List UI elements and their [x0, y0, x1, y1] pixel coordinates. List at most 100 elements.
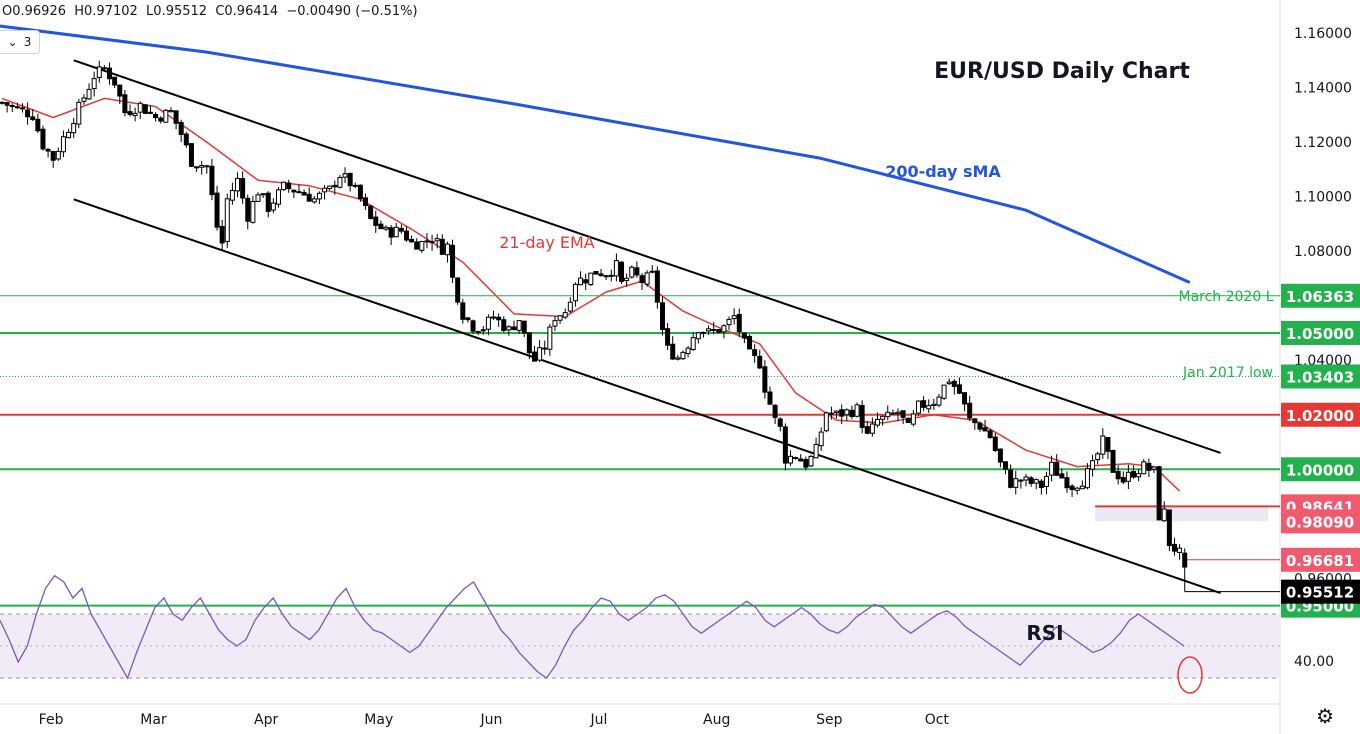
price-badge-1.03403: 1.03403 [1286, 368, 1354, 386]
candle-body [327, 185, 333, 190]
candle-body [1115, 471, 1121, 480]
candle-body [475, 331, 481, 334]
candle-body [915, 400, 921, 414]
candle-body [803, 459, 809, 468]
candle-body [470, 320, 476, 332]
candle-body [828, 412, 834, 415]
candle-body [393, 226, 399, 238]
candle-body [1131, 471, 1137, 478]
candle-body [619, 261, 625, 282]
candle-body [265, 192, 271, 212]
candle-body [322, 187, 328, 193]
time-tick-label: Sep [816, 712, 843, 728]
candle-body [224, 198, 230, 242]
candle-body [885, 411, 891, 418]
candle-body [188, 143, 194, 167]
sma200-line [0, 24, 1191, 284]
candle-body [685, 347, 691, 354]
candle-body [1054, 461, 1060, 476]
candle-body [741, 332, 747, 339]
candle-body [112, 76, 118, 86]
candle-body [1023, 476, 1029, 481]
price-badge-1.00000: 1.00000 [1286, 461, 1354, 479]
candle-body [311, 198, 317, 203]
candle-body [101, 67, 107, 70]
candle-body [905, 417, 911, 424]
candle-body [716, 329, 722, 333]
candle-body [967, 402, 973, 419]
price-tick-label: 1.10000 [1294, 190, 1352, 206]
candle-body [762, 366, 768, 393]
candle-body [117, 84, 123, 97]
candle-body [521, 320, 527, 334]
candle-body [460, 302, 466, 320]
candle-body [1151, 466, 1157, 470]
candle-body [96, 66, 102, 78]
candle-body [35, 118, 41, 132]
plot-area[interactable] [0, 0, 1280, 605]
candle-body [593, 270, 599, 275]
gear-icon[interactable]: ⚙ [1316, 704, 1334, 728]
candle-body [301, 192, 307, 196]
candle-body [398, 227, 404, 232]
price-badge-1.02000: 1.02000 [1286, 407, 1354, 425]
candle-body [1120, 477, 1126, 483]
candle-body [1043, 475, 1049, 487]
candle-body [578, 277, 584, 286]
time-tick-label: Aug [703, 712, 730, 728]
candle-body [352, 184, 358, 187]
candle-body [726, 318, 732, 326]
candle-body [245, 197, 251, 222]
candle-body [946, 381, 952, 385]
time-tick-label: Jul [589, 712, 607, 728]
candle-body [747, 335, 753, 350]
candle-body [1095, 453, 1101, 461]
candle-body [890, 412, 896, 415]
candle-body [255, 194, 261, 202]
march-2020-low-label: March 2020 L [1178, 289, 1273, 305]
candle-body [199, 165, 205, 168]
candle-body [665, 328, 671, 346]
chevron-down-icon: ⌄ [7, 35, 18, 49]
candle-body [1049, 461, 1055, 476]
candle-body [332, 184, 338, 188]
candle-body [337, 177, 343, 188]
candle-body [403, 230, 409, 241]
candle-body [1018, 479, 1024, 482]
candle-body [818, 431, 824, 447]
candle-body [603, 275, 609, 278]
candle-body [55, 150, 61, 160]
candle-body [1084, 468, 1090, 489]
candle-body [1161, 508, 1167, 522]
rsi-band [0, 614, 1280, 678]
candle-body [281, 181, 287, 191]
indicators-toggle-button[interactable]: ⌄ 3 [0, 30, 40, 54]
candle-body [926, 405, 932, 410]
candle-body [1064, 477, 1070, 489]
candle-body [450, 244, 456, 278]
candle-body [644, 272, 650, 285]
candle-body [931, 403, 937, 407]
candle-body [598, 273, 604, 277]
candle-body [951, 380, 957, 387]
candle-body [1136, 473, 1142, 478]
candle-body [183, 133, 189, 146]
candle-body [178, 121, 184, 135]
candle-body [690, 337, 696, 350]
candle-body [767, 391, 773, 405]
candle-body [516, 320, 522, 331]
candle-body [40, 128, 46, 150]
candle-body [368, 205, 374, 219]
candle-body [987, 430, 993, 439]
price-badge-bg [1281, 547, 1360, 572]
price-badge-bg [1281, 320, 1360, 345]
candle-body [731, 315, 737, 320]
candle-body [424, 240, 430, 243]
candle-body [409, 238, 415, 243]
candle-body [613, 260, 619, 277]
sma200-label: 200-day sMA [885, 162, 1001, 181]
candle-body [634, 267, 640, 276]
candle-body [363, 197, 369, 207]
candle-body [1171, 543, 1177, 552]
